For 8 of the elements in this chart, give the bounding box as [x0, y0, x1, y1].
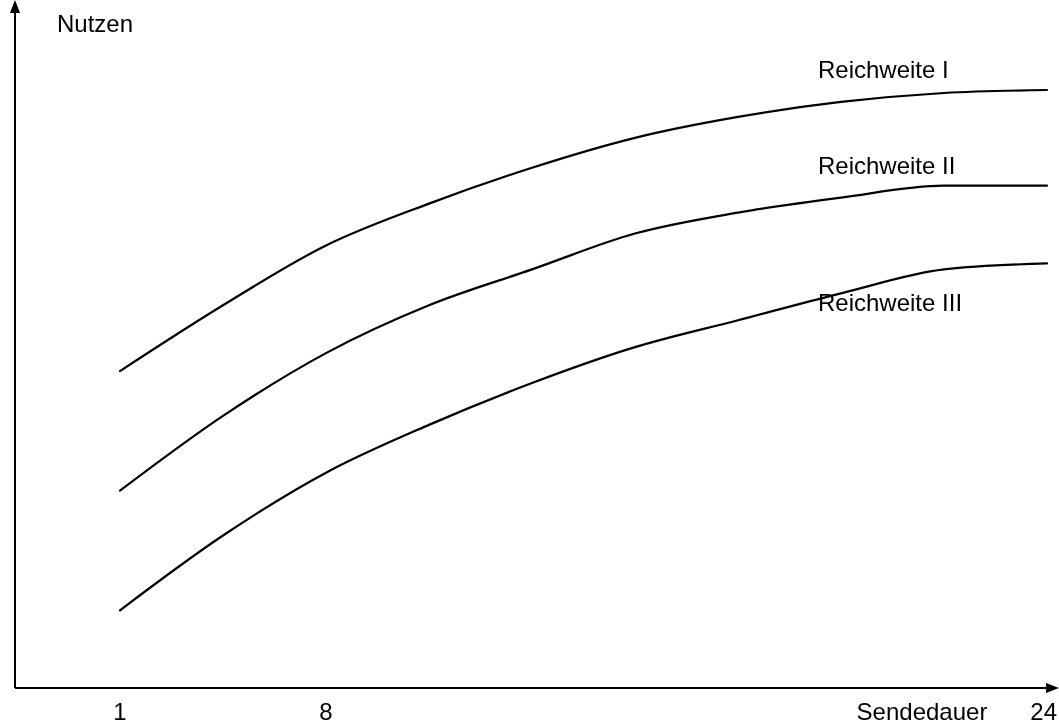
series-label: Reichweite II	[818, 151, 956, 179]
series-label: Reichweite I	[818, 56, 949, 83]
x-axis-title: Sendedauer	[856, 698, 988, 725]
x-tick-label: 1	[113, 698, 127, 725]
series-label: Reichweite III	[818, 289, 963, 317]
x-tick-label: 24	[1030, 698, 1057, 725]
y-axis-title: Nutzen	[57, 10, 134, 37]
x-tick-label: 8	[319, 698, 333, 725]
